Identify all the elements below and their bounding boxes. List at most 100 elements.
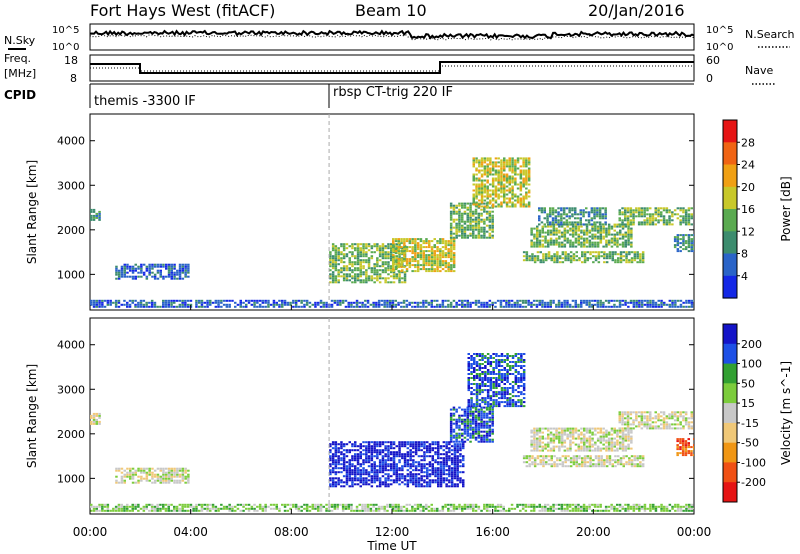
velocity-cell <box>608 463 612 466</box>
power-cell <box>545 259 548 262</box>
velocity-cell <box>381 481 385 484</box>
power-cell <box>430 301 433 304</box>
power-cell <box>447 270 450 273</box>
velocity-cell <box>370 469 374 472</box>
power-cell <box>359 275 362 278</box>
power-cell <box>530 301 533 304</box>
velocity-cell <box>630 455 634 458</box>
power-cell <box>687 244 691 247</box>
velocity-cell <box>484 385 487 387</box>
power-cell <box>356 255 360 258</box>
power-cell <box>540 221 544 224</box>
power-cell <box>513 301 517 304</box>
power-cell <box>433 244 436 247</box>
velocity-cell <box>373 465 376 468</box>
power-cell <box>419 256 423 259</box>
power-cell <box>354 249 357 252</box>
velocity-cell <box>417 443 421 446</box>
power-cell <box>588 239 592 242</box>
velocity-cell <box>342 475 346 478</box>
power-cell <box>574 207 577 210</box>
power-cell <box>348 273 351 276</box>
power-cell <box>331 249 335 252</box>
velocity-cell <box>420 455 423 458</box>
power-cell <box>505 303 508 306</box>
velocity-cell <box>381 463 385 466</box>
power-cell <box>673 244 677 247</box>
velocity-cell <box>611 463 614 466</box>
power-cell <box>242 301 245 304</box>
power-cell <box>679 246 682 249</box>
velocity-cell <box>536 449 539 452</box>
velocity-cell <box>489 387 493 389</box>
power-cell <box>281 299 284 302</box>
power-cell <box>630 245 633 248</box>
power-cell <box>153 301 157 304</box>
power-cell <box>483 159 487 162</box>
power-cell <box>491 165 495 168</box>
power-cell <box>553 259 556 262</box>
power-cell <box>685 299 688 302</box>
velocity-cell <box>409 443 412 446</box>
power-cell <box>342 255 346 258</box>
power-cell <box>95 216 98 219</box>
velocity-cell <box>331 443 335 446</box>
velocity-cell <box>167 473 171 476</box>
velocity-cell <box>398 445 401 448</box>
power-colorbar-tick-label: 24 <box>741 159 755 172</box>
power-cell <box>483 228 486 231</box>
velocity-cell <box>387 459 390 462</box>
velocity-cell <box>485 424 489 427</box>
power-cell <box>613 241 616 244</box>
power-cell <box>450 270 453 273</box>
power-cell <box>414 266 417 269</box>
power-cell <box>430 250 434 253</box>
power-cell <box>603 251 606 254</box>
velocity-cell <box>176 475 179 478</box>
power-cell <box>126 271 129 274</box>
power-cell <box>621 233 625 236</box>
velocity-cell <box>331 457 335 460</box>
velocity-cell <box>331 463 335 466</box>
velocity-cell <box>367 451 371 454</box>
velocity-cell <box>381 475 385 478</box>
power-cell <box>458 210 461 213</box>
power-cell <box>591 233 594 236</box>
power-cell <box>564 259 567 262</box>
power-cell <box>587 211 591 214</box>
velocity-cell <box>544 447 547 450</box>
power-cell <box>477 301 481 304</box>
power-cell <box>684 217 688 220</box>
power-cell <box>438 303 442 306</box>
power-cell <box>142 305 146 308</box>
power-cell <box>551 211 555 214</box>
velocity-cell <box>345 467 349 470</box>
power-cell <box>603 253 606 256</box>
power-cell <box>639 261 642 264</box>
velocity-cell <box>583 457 587 460</box>
power-cell <box>494 179 498 182</box>
velocity-cell <box>583 463 587 466</box>
power-cell <box>365 243 368 246</box>
velocity-cell <box>469 428 472 431</box>
velocity-cell <box>575 459 578 462</box>
velocity-cell <box>187 473 190 476</box>
power-cell <box>596 235 600 238</box>
velocity-cell <box>466 412 469 415</box>
power-cell <box>345 253 349 256</box>
power-cell <box>640 223 644 226</box>
power-cell <box>408 303 411 306</box>
power-cell <box>394 250 398 253</box>
power-cell <box>278 305 281 308</box>
velocity-cell <box>536 437 539 440</box>
noise-right-tick-high: 10^5 <box>706 25 733 36</box>
power-cell <box>682 215 685 218</box>
power-cell <box>690 242 693 245</box>
power-cell <box>98 214 101 217</box>
power-cell <box>433 252 436 255</box>
power-cell <box>503 157 506 160</box>
power-cell <box>607 243 611 246</box>
velocity-cell <box>509 369 512 371</box>
nave-line <box>90 65 694 72</box>
velocity-cell <box>498 377 501 379</box>
